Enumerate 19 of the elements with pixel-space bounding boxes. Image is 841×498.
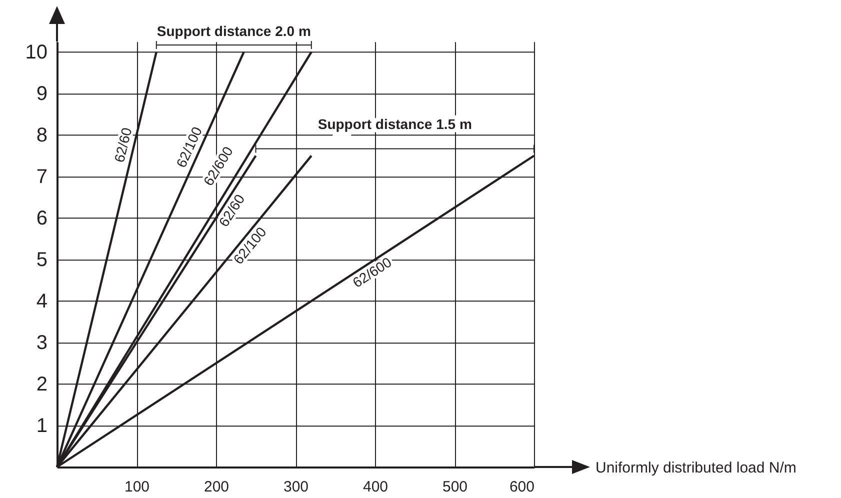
text: 62/60 <box>110 126 135 164</box>
x-axis-title: Uniformly distributed load N/m <box>596 460 796 476</box>
y-tick-label: 4 <box>36 290 48 312</box>
x-tick-label: 300 <box>283 478 309 496</box>
y-tick-label: 2 <box>36 374 48 396</box>
y-tick-label: 6 <box>36 208 48 230</box>
x-tick-label: 500 <box>442 478 468 496</box>
y-tick-label: 9 <box>36 83 48 105</box>
y-tick-label: 5 <box>36 249 48 271</box>
y-tick-label: 1 <box>36 415 48 437</box>
y-tick-label: 3 <box>36 332 48 354</box>
x-tick-label: 100 <box>124 478 150 496</box>
x-tick-label: 400 <box>362 478 388 496</box>
y-tick-label: 10 <box>25 42 48 64</box>
y-tick-label: 8 <box>36 124 48 146</box>
y-tick-label: 7 <box>36 166 48 188</box>
text: Support distance 2.0 m <box>156 23 311 39</box>
x-tick-label: 600 <box>509 478 534 496</box>
x-tick-label: 200 <box>204 478 230 496</box>
